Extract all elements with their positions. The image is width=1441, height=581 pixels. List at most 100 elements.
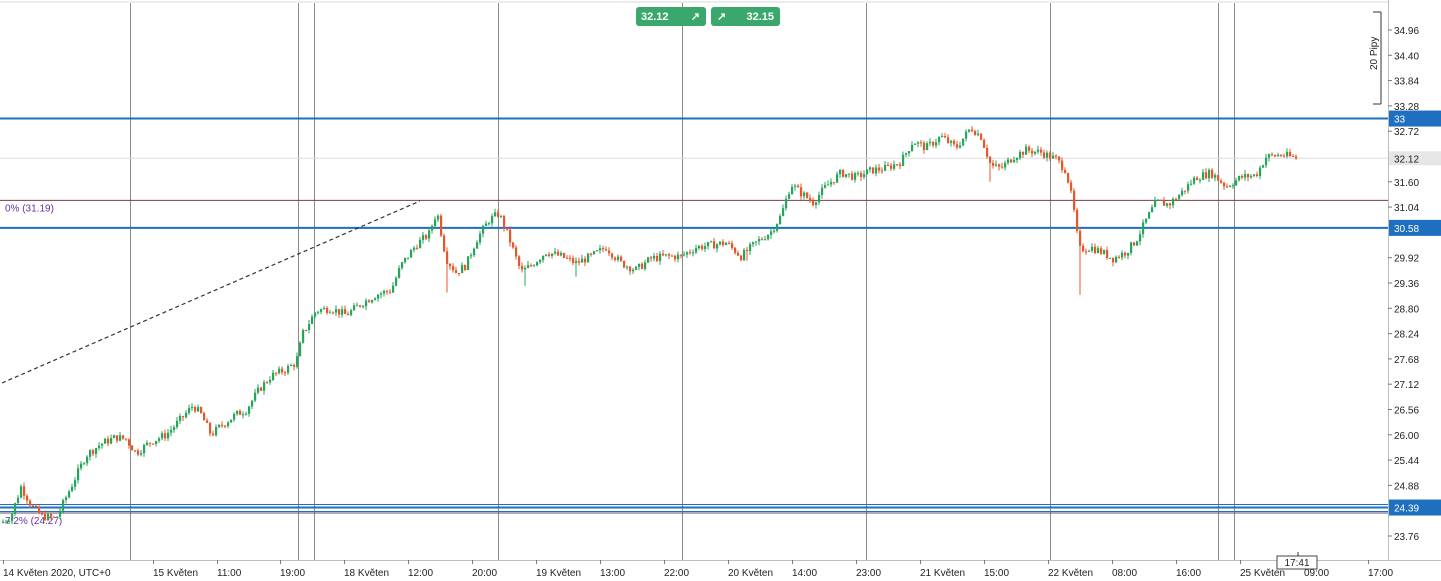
candle bbox=[137, 448, 140, 457]
candle bbox=[998, 163, 1001, 171]
candle bbox=[191, 403, 194, 411]
level-label-2: 24.39 bbox=[1394, 504, 1419, 515]
candle bbox=[518, 255, 521, 270]
candle bbox=[383, 289, 386, 297]
candle bbox=[530, 263, 533, 268]
fib-label-0: 0% (31.19) bbox=[5, 203, 54, 214]
candle bbox=[392, 282, 395, 293]
candle bbox=[311, 314, 314, 325]
candle bbox=[1097, 245, 1100, 254]
pip-ruler[interactable]: 20 Pipy bbox=[1369, 11, 1382, 105]
candle bbox=[944, 132, 947, 138]
candle bbox=[605, 246, 608, 252]
candle bbox=[986, 144, 989, 159]
x-tick-label-0: 14 Květen 2020, UTC+0 bbox=[3, 568, 111, 579]
candle bbox=[206, 418, 209, 424]
candle bbox=[257, 384, 260, 395]
candle bbox=[8, 517, 11, 524]
candle bbox=[146, 440, 149, 446]
candle bbox=[812, 197, 815, 207]
candles bbox=[2, 126, 1298, 525]
level-tag-1 bbox=[1389, 219, 1441, 236]
candle bbox=[344, 305, 347, 315]
candle bbox=[260, 386, 263, 392]
candle bbox=[482, 224, 485, 238]
candle bbox=[914, 142, 917, 145]
candle bbox=[71, 483, 74, 492]
time-axis[interactable]: 14 Květen 2020, UTC+0 15 Květen 11:00 19:00… bbox=[3, 560, 1393, 579]
candle bbox=[248, 405, 251, 417]
buy-price-label: 32.15 bbox=[746, 10, 774, 23]
candle bbox=[575, 257, 578, 277]
price-axis[interactable]: 34.96 34.40 33.84 33.28 32.72 31.60 31.04 29.92… bbox=[1388, 26, 1419, 543]
candle bbox=[749, 242, 752, 256]
horizontal-levels[interactable]: 33 30.58 24.39 bbox=[0, 110, 1441, 516]
candle bbox=[644, 259, 647, 271]
candle bbox=[665, 254, 668, 257]
candle bbox=[50, 512, 53, 520]
candle bbox=[614, 256, 617, 262]
candle bbox=[266, 380, 269, 384]
y-tick-label-10: 28.24 bbox=[1394, 330, 1419, 341]
y-tick-label-6: 31.04 bbox=[1394, 203, 1419, 214]
candle bbox=[719, 241, 722, 246]
level-tag-0 bbox=[1389, 110, 1441, 127]
candle bbox=[467, 256, 470, 271]
x-tick-label-20: 17:00 bbox=[1368, 568, 1393, 579]
candle bbox=[1028, 145, 1031, 154]
candle bbox=[338, 309, 341, 319]
candle bbox=[662, 249, 665, 257]
trend-line[interactable] bbox=[1, 200, 421, 384]
candle bbox=[866, 169, 869, 175]
candle bbox=[23, 482, 26, 500]
candle bbox=[422, 231, 425, 244]
y-tick-label-12: 27.12 bbox=[1394, 380, 1419, 391]
candle bbox=[1019, 149, 1022, 161]
candle bbox=[731, 240, 734, 251]
candle bbox=[1139, 230, 1142, 246]
candle bbox=[1118, 255, 1121, 259]
candle bbox=[1250, 174, 1253, 179]
candle bbox=[743, 248, 746, 261]
candle bbox=[353, 302, 356, 311]
candle bbox=[992, 159, 995, 169]
candle bbox=[599, 244, 602, 254]
level-tag-2 bbox=[1389, 499, 1441, 516]
candle bbox=[227, 420, 230, 429]
candle bbox=[1067, 172, 1070, 184]
candle bbox=[32, 504, 35, 507]
candle bbox=[524, 265, 527, 286]
candle bbox=[1034, 151, 1037, 156]
candle bbox=[842, 168, 845, 178]
candle bbox=[488, 221, 491, 226]
candle bbox=[677, 251, 680, 263]
candle bbox=[1187, 181, 1190, 194]
candle bbox=[1061, 157, 1064, 173]
candle bbox=[275, 372, 278, 376]
y-tick-label-4: 32.72 bbox=[1394, 127, 1419, 138]
candle bbox=[14, 502, 17, 516]
y-tick-label-17: 23.76 bbox=[1394, 532, 1419, 543]
sell-price-button[interactable]: 32.12 ↗ bbox=[636, 7, 706, 26]
candle bbox=[1100, 245, 1103, 256]
candle bbox=[1103, 249, 1106, 255]
y-tick-label-5: 31.60 bbox=[1394, 178, 1419, 189]
candle bbox=[746, 246, 749, 261]
fibonacci-retracement[interactable]: 0% (31.19) 7.2% (24.27) bbox=[0, 199, 1388, 527]
candle bbox=[560, 250, 563, 257]
candle bbox=[302, 328, 305, 344]
candle bbox=[932, 141, 935, 148]
candle bbox=[197, 404, 200, 412]
candle bbox=[641, 262, 644, 270]
candle bbox=[1115, 255, 1118, 264]
buy-price-button[interactable]: ↗ 32.15 bbox=[711, 7, 780, 26]
candle bbox=[407, 257, 410, 260]
candle bbox=[890, 162, 893, 172]
candle bbox=[1133, 242, 1136, 247]
candle bbox=[881, 167, 884, 174]
x-tick-label-18: 25 Květen bbox=[1240, 568, 1285, 579]
candle bbox=[740, 254, 743, 262]
candle bbox=[254, 388, 257, 403]
candle bbox=[509, 226, 512, 247]
